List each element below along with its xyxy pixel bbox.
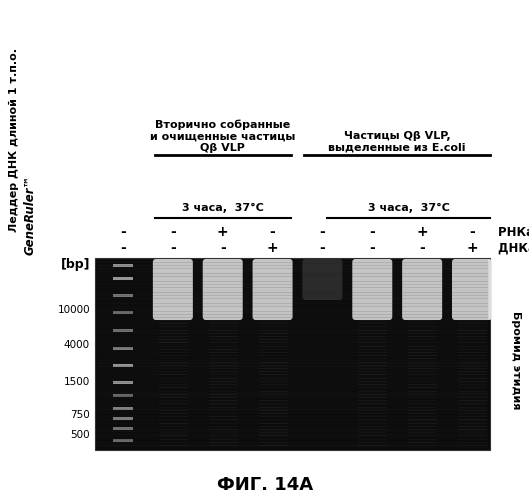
Text: Бромид этидия: Бромид этидия	[511, 311, 521, 409]
Bar	[113, 406, 133, 410]
Text: -: -	[369, 225, 375, 239]
Text: 10000: 10000	[57, 305, 90, 315]
Text: +: +	[466, 241, 478, 255]
Text: -: -	[270, 225, 276, 239]
Text: +: +	[267, 241, 278, 255]
Text: Леддер ДНК длиной 1 т.п.о.: Леддер ДНК длиной 1 т.п.о.	[9, 48, 19, 232]
Text: ФИГ. 14А: ФИГ. 14А	[217, 476, 313, 494]
Text: 500: 500	[70, 430, 90, 440]
Bar	[113, 276, 133, 280]
Text: -: -	[170, 225, 176, 239]
FancyBboxPatch shape	[252, 259, 293, 320]
Bar	[113, 364, 133, 366]
Bar	[113, 264, 133, 266]
Bar	[113, 310, 133, 314]
Bar	[113, 380, 133, 384]
Text: -: -	[369, 241, 375, 255]
Text: GeneRuler™: GeneRuler™	[23, 175, 37, 255]
FancyBboxPatch shape	[352, 259, 393, 320]
Text: -: -	[419, 241, 425, 255]
Text: 3 часа,  37°C: 3 часа, 37°C	[368, 203, 450, 213]
Bar	[113, 416, 133, 420]
Text: 4000: 4000	[64, 340, 90, 350]
Text: +: +	[217, 225, 229, 239]
FancyBboxPatch shape	[402, 259, 442, 320]
Text: РНКаза А: РНКаза А	[498, 226, 529, 238]
Text: -: -	[170, 241, 176, 255]
Text: -: -	[320, 225, 325, 239]
Bar	[113, 346, 133, 350]
Text: 1500: 1500	[64, 377, 90, 387]
FancyBboxPatch shape	[153, 259, 193, 320]
Text: +: +	[416, 225, 428, 239]
Text: -: -	[320, 241, 325, 255]
FancyBboxPatch shape	[203, 259, 243, 320]
Bar	[113, 294, 133, 296]
Bar	[113, 328, 133, 332]
Text: Вторично собранные
и очищенные частицы
Qβ VLP: Вторично собранные и очищенные частицы Q…	[150, 120, 295, 153]
Bar	[95, 258, 490, 450]
FancyBboxPatch shape	[303, 259, 342, 300]
Text: -: -	[469, 225, 475, 239]
Bar	[113, 438, 133, 442]
Text: -: -	[120, 241, 126, 255]
FancyBboxPatch shape	[452, 259, 492, 320]
Bar	[113, 394, 133, 396]
Text: Частицы Qβ VLP,
выделенные из E.coli: Частицы Qβ VLP, выделенные из E.coli	[329, 132, 466, 153]
Text: [bp]: [bp]	[60, 258, 90, 271]
Text: 3 часа,  37°C: 3 часа, 37°C	[182, 203, 263, 213]
Bar	[113, 426, 133, 430]
Text: 750: 750	[70, 410, 90, 420]
Text: ДНКаза I: ДНКаза I	[498, 242, 529, 254]
Text: -: -	[120, 225, 126, 239]
Text: -: -	[220, 241, 225, 255]
